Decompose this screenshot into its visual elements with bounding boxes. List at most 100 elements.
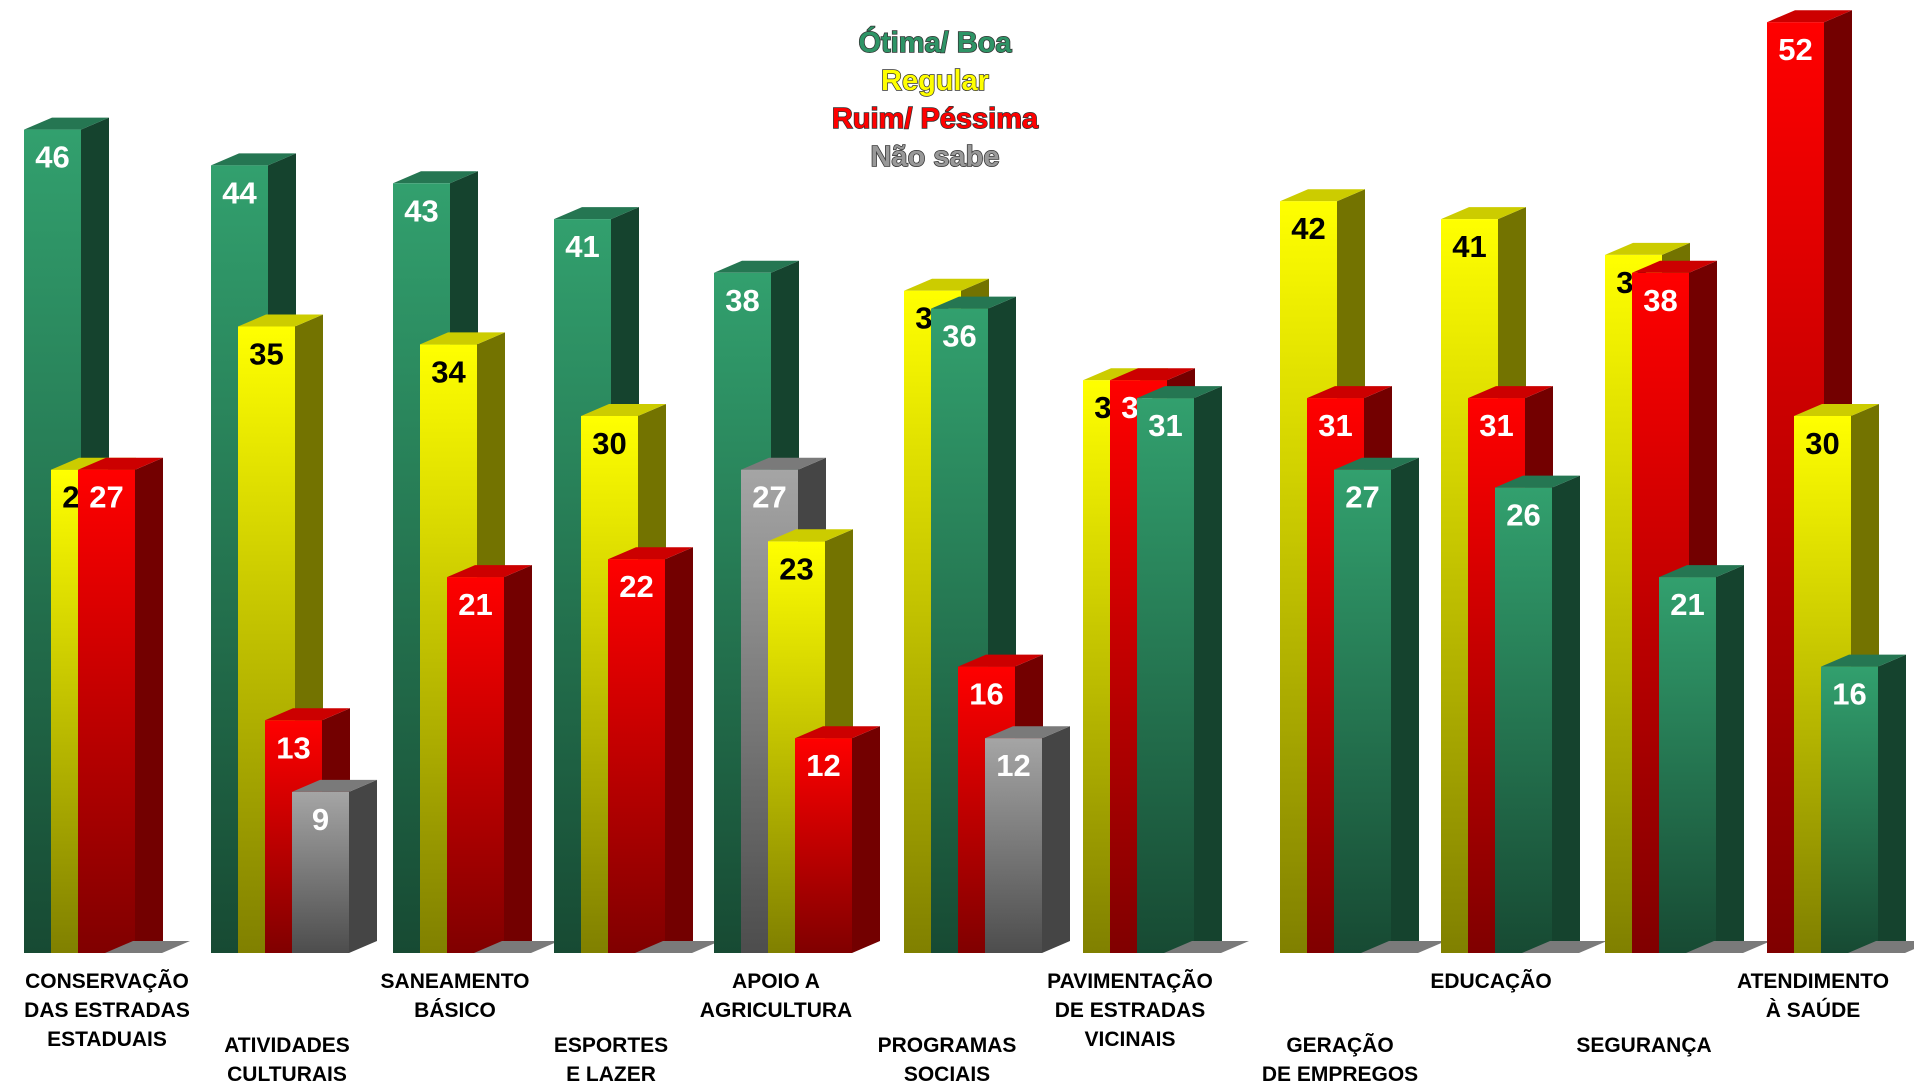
bar-top xyxy=(78,457,163,470)
data-label: 16 xyxy=(969,677,1003,712)
bar-top xyxy=(554,207,639,220)
bar: 12 xyxy=(985,726,1070,953)
category-label: EDUCAÇÃO xyxy=(1430,970,1551,993)
bar: 12 xyxy=(795,726,880,953)
data-label: 42 xyxy=(1291,211,1325,246)
bar-top xyxy=(741,457,826,470)
bar-top xyxy=(1137,386,1222,399)
bar-top xyxy=(265,708,350,721)
data-label: 16 xyxy=(1832,677,1866,712)
bar-top xyxy=(1495,475,1580,488)
bar-top xyxy=(1686,941,1771,953)
bar xyxy=(1848,941,1914,953)
legend-entry: Não sabe xyxy=(871,141,1000,173)
bar-top xyxy=(714,260,799,273)
bar-top xyxy=(211,153,296,166)
bar-top xyxy=(608,547,693,560)
data-label: 30 xyxy=(592,426,626,461)
bar-side xyxy=(1194,386,1222,954)
category-label: GERAÇÃO DE EMPREGOS xyxy=(1262,1034,1418,1085)
bar-side xyxy=(852,726,880,953)
bar xyxy=(1164,941,1249,953)
data-label: 12 xyxy=(806,748,840,783)
bar-top xyxy=(238,314,323,327)
bar: 26 xyxy=(1495,475,1580,953)
bar-face xyxy=(1821,666,1878,953)
category-label: SANEAMENTO BÁSICO xyxy=(381,970,530,1022)
bar-side xyxy=(504,565,532,953)
bar-side xyxy=(665,547,693,953)
bar: 16 xyxy=(1821,654,1906,953)
data-label: 41 xyxy=(1452,229,1486,264)
data-label: 43 xyxy=(404,193,438,228)
bar-face xyxy=(1137,398,1194,954)
data-label: 41 xyxy=(565,229,599,264)
data-label: 31 xyxy=(1479,408,1513,443)
bar-top xyxy=(1468,386,1553,399)
bar-top xyxy=(1821,654,1906,667)
data-label: 38 xyxy=(1643,283,1677,318)
bar-top xyxy=(1605,242,1690,255)
category-label: CONSERVAÇÃO DAS ESTRADAS ESTADUAIS xyxy=(24,970,190,1051)
bar-top xyxy=(1522,941,1607,953)
bar-top xyxy=(292,779,377,792)
category-label: ATIVIDADES CULTURAIS xyxy=(224,1034,350,1085)
data-label: 31 xyxy=(1148,408,1182,443)
bar-face xyxy=(1334,469,1391,953)
bar-side xyxy=(1878,654,1906,953)
bar xyxy=(474,941,559,953)
bar-top xyxy=(1659,565,1744,578)
data-label: 21 xyxy=(458,587,492,622)
data-label: 9 xyxy=(312,802,329,837)
data-label: 52 xyxy=(1778,32,1812,67)
data-label: 27 xyxy=(1345,480,1379,515)
bar: 22 xyxy=(608,547,693,953)
bar xyxy=(635,941,720,953)
legend-entry: Ruim/ Péssima xyxy=(832,103,1039,135)
data-label: 27 xyxy=(752,480,786,515)
data-label: 31 xyxy=(1318,408,1352,443)
bar-top xyxy=(985,726,1070,739)
data-label: 27 xyxy=(89,480,123,515)
bar-top xyxy=(1280,189,1365,202)
category-label: APOIO A AGRICULTURA xyxy=(700,970,852,1022)
data-label: 12 xyxy=(996,748,1030,783)
bar: 27 xyxy=(78,457,163,953)
bar-top xyxy=(1767,10,1852,23)
bar-top xyxy=(1110,368,1195,381)
bar-side xyxy=(1552,475,1580,953)
bar xyxy=(105,941,190,953)
bar-top xyxy=(958,654,1043,667)
data-label: 46 xyxy=(35,140,69,175)
bar: 21 xyxy=(1659,565,1744,953)
bar-side xyxy=(135,457,163,953)
bar-face xyxy=(985,738,1042,953)
data-label: 13 xyxy=(276,730,310,765)
bar-top xyxy=(24,117,109,130)
bar-top xyxy=(931,296,1016,309)
bar-top xyxy=(1848,941,1914,953)
data-label: 34 xyxy=(431,354,466,389)
bar-face xyxy=(795,738,852,953)
data-label: 36 xyxy=(942,319,976,354)
bar-top xyxy=(447,565,532,578)
bar-top xyxy=(1334,457,1419,470)
bar-top xyxy=(635,941,720,953)
bar-top xyxy=(1361,941,1446,953)
data-label: 21 xyxy=(1670,587,1704,622)
bar xyxy=(1686,941,1771,953)
data-label: 26 xyxy=(1506,498,1540,533)
bar-top xyxy=(581,404,666,416)
bar: 27 xyxy=(1334,457,1419,953)
bar-top xyxy=(1632,260,1717,273)
legend-entry: Ótima/ Boa xyxy=(858,25,1012,59)
data-label: 38 xyxy=(725,283,759,318)
legend-entry: Regular xyxy=(881,65,989,97)
bar-face xyxy=(608,559,665,953)
bar-top xyxy=(1441,207,1526,220)
data-label: 23 xyxy=(779,551,813,586)
bar-side xyxy=(1042,726,1070,953)
data-label: 30 xyxy=(1805,426,1839,461)
